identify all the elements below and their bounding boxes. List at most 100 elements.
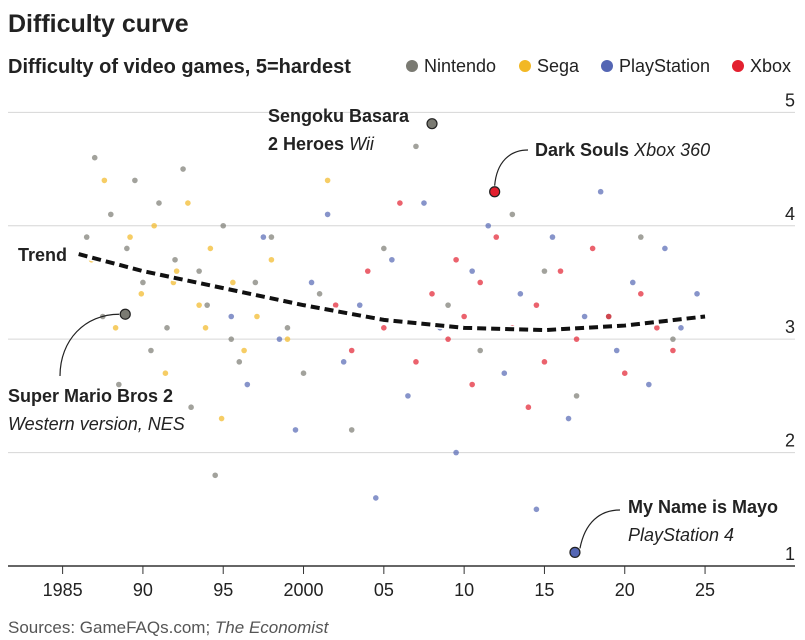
annotated-point [489,186,501,198]
point [202,325,209,331]
point [132,177,138,184]
point [241,347,247,354]
annotation-text: My Name is Mayo [628,497,778,517]
point [541,268,548,274]
point [162,370,169,376]
point [112,325,119,331]
trend-halo [77,250,706,334]
point [340,359,347,365]
x-tick-label: 10 [454,580,474,600]
point [268,256,275,263]
point [228,313,235,320]
point [429,291,435,297]
point [405,393,411,399]
annotation-subtitle: PlayStation 4 [628,525,734,545]
point [185,200,191,206]
point [413,143,419,150]
point [389,256,395,263]
source: Sources: GameFAQs.com; The Economist [8,618,330,637]
legend-label: Nintendo [424,56,496,76]
point [541,359,548,365]
point [252,279,259,286]
annotation-title: Super Mario Bros 2 [8,386,173,406]
point [397,200,403,206]
trend-line [78,252,706,333]
point [188,404,194,411]
annotation-text: 2 Heroes Wii [268,134,375,154]
point [107,211,114,218]
legend-swatch [732,60,744,72]
annotation-text: Dark Souls Xbox 360 [535,140,710,160]
point [381,325,387,331]
point [230,279,236,286]
point [662,245,668,252]
point [477,347,484,354]
point [156,200,162,206]
legend-label: Sega [537,56,580,76]
point [332,302,339,308]
point [413,359,419,365]
point [138,291,145,297]
annotation-connector [579,509,621,549]
point [638,234,644,240]
source-text: Sources: GameFAQs.com; [8,618,210,637]
point [316,291,323,297]
point [180,166,186,172]
x-tick-label: 2000 [284,580,324,600]
y-tick-label: 3 [785,317,795,337]
annotated-point [569,546,581,558]
point [148,347,154,354]
point [493,234,500,240]
point [421,200,427,206]
x-tick-label: 20 [615,580,635,600]
legend-label: Xbox [750,56,791,76]
legend-label: PlayStation [619,56,710,76]
annotation-subtitle: Xbox 360 [633,140,710,160]
point [228,336,235,342]
annotation-connector [494,149,529,186]
point [91,154,98,161]
point [670,347,676,354]
point [276,336,283,342]
point [236,359,243,365]
annotated-point [119,308,131,320]
point [445,336,451,342]
chart-title: Difficulty curve [8,10,189,38]
point [445,302,451,308]
point [284,325,291,331]
point [308,279,315,286]
point [477,279,484,286]
point [629,279,636,286]
trend-label: Trend [18,245,67,265]
point [509,211,516,218]
point [621,370,628,376]
annotation-text: Super Mario Bros 2 [8,386,173,406]
point [461,313,467,320]
point [83,234,90,240]
x-tick-label: 25 [695,580,715,600]
point [101,177,108,184]
point [244,381,251,388]
point [605,313,612,320]
annotation-title: Sengoku Basara [268,106,410,126]
annotation-text: Sengoku Basara [268,106,410,126]
point [204,302,210,308]
point [196,302,202,308]
point [151,222,157,229]
x-tick-label: 05 [374,580,394,600]
annotation-subtitle: Western version, NES [8,414,185,434]
point [638,291,644,297]
chart-subtitle: Difficulty of video games, 5=hardest [8,56,351,78]
point [589,245,596,252]
point [597,188,604,195]
source-text: The Economist [215,618,330,637]
point [646,381,652,388]
legend-swatch [601,60,613,72]
point [557,268,564,274]
point [268,234,275,240]
point [694,291,700,297]
point [533,506,540,513]
x-tick-label: 15 [534,580,554,600]
